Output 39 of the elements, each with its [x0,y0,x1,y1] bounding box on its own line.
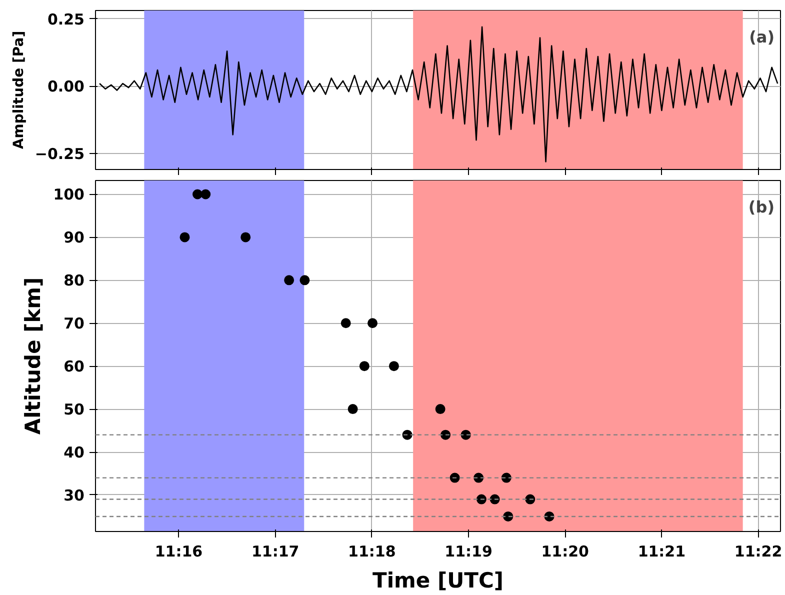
x-tick-label: 11:21 [638,542,686,560]
y-tick-label: 80 [64,272,84,290]
point [348,404,358,414]
y-tick-label: 50 [64,400,84,419]
x-axis-title: Time [UTC] [372,568,504,592]
y-tick-label: 100 [53,186,84,204]
annotation: (b) [748,198,774,216]
y-tick-label: 40 [64,444,84,462]
point [388,361,399,372]
x-tick-label: 11:22 [734,542,782,560]
x-tick-label: 11:19 [444,542,492,560]
x-tick-label: 11:17 [251,542,300,560]
point [180,232,190,242]
point [240,232,251,242]
point [544,511,554,522]
point [192,189,202,200]
point [200,189,211,200]
line-series [98,26,778,162]
y-tick-label: 0.00 [47,78,85,96]
y-axis-title: Altitude [km] [21,277,46,435]
point [300,275,310,286]
x-tick-label: 11:18 [348,542,396,560]
point [284,275,294,286]
y-tick-label: 60 [64,358,84,376]
y-tick-label: −0.25 [34,145,84,164]
point [368,318,378,328]
point [340,318,351,328]
annotation: (a) [749,28,774,46]
point [359,361,370,372]
point [435,404,446,414]
point [503,511,514,522]
y-tick-label: 30 [64,486,84,504]
y-axis-title: Amplitude [Pa] [10,30,27,150]
x-tick-label: 11:16 [154,542,203,560]
x-tick-label: 11:20 [541,542,589,560]
y-tick-label: 0.25 [47,10,85,28]
point [450,472,460,483]
y-tick-label: 70 [64,314,84,333]
y-tick-label: 90 [64,228,84,247]
